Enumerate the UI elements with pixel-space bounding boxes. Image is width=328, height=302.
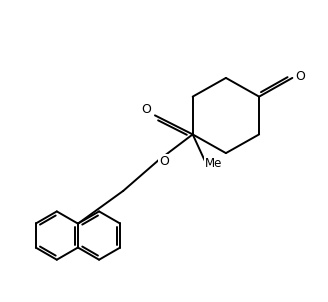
Text: O: O [295, 70, 305, 83]
Text: O: O [142, 103, 152, 117]
Text: O: O [159, 155, 169, 168]
Text: Me: Me [205, 156, 222, 170]
